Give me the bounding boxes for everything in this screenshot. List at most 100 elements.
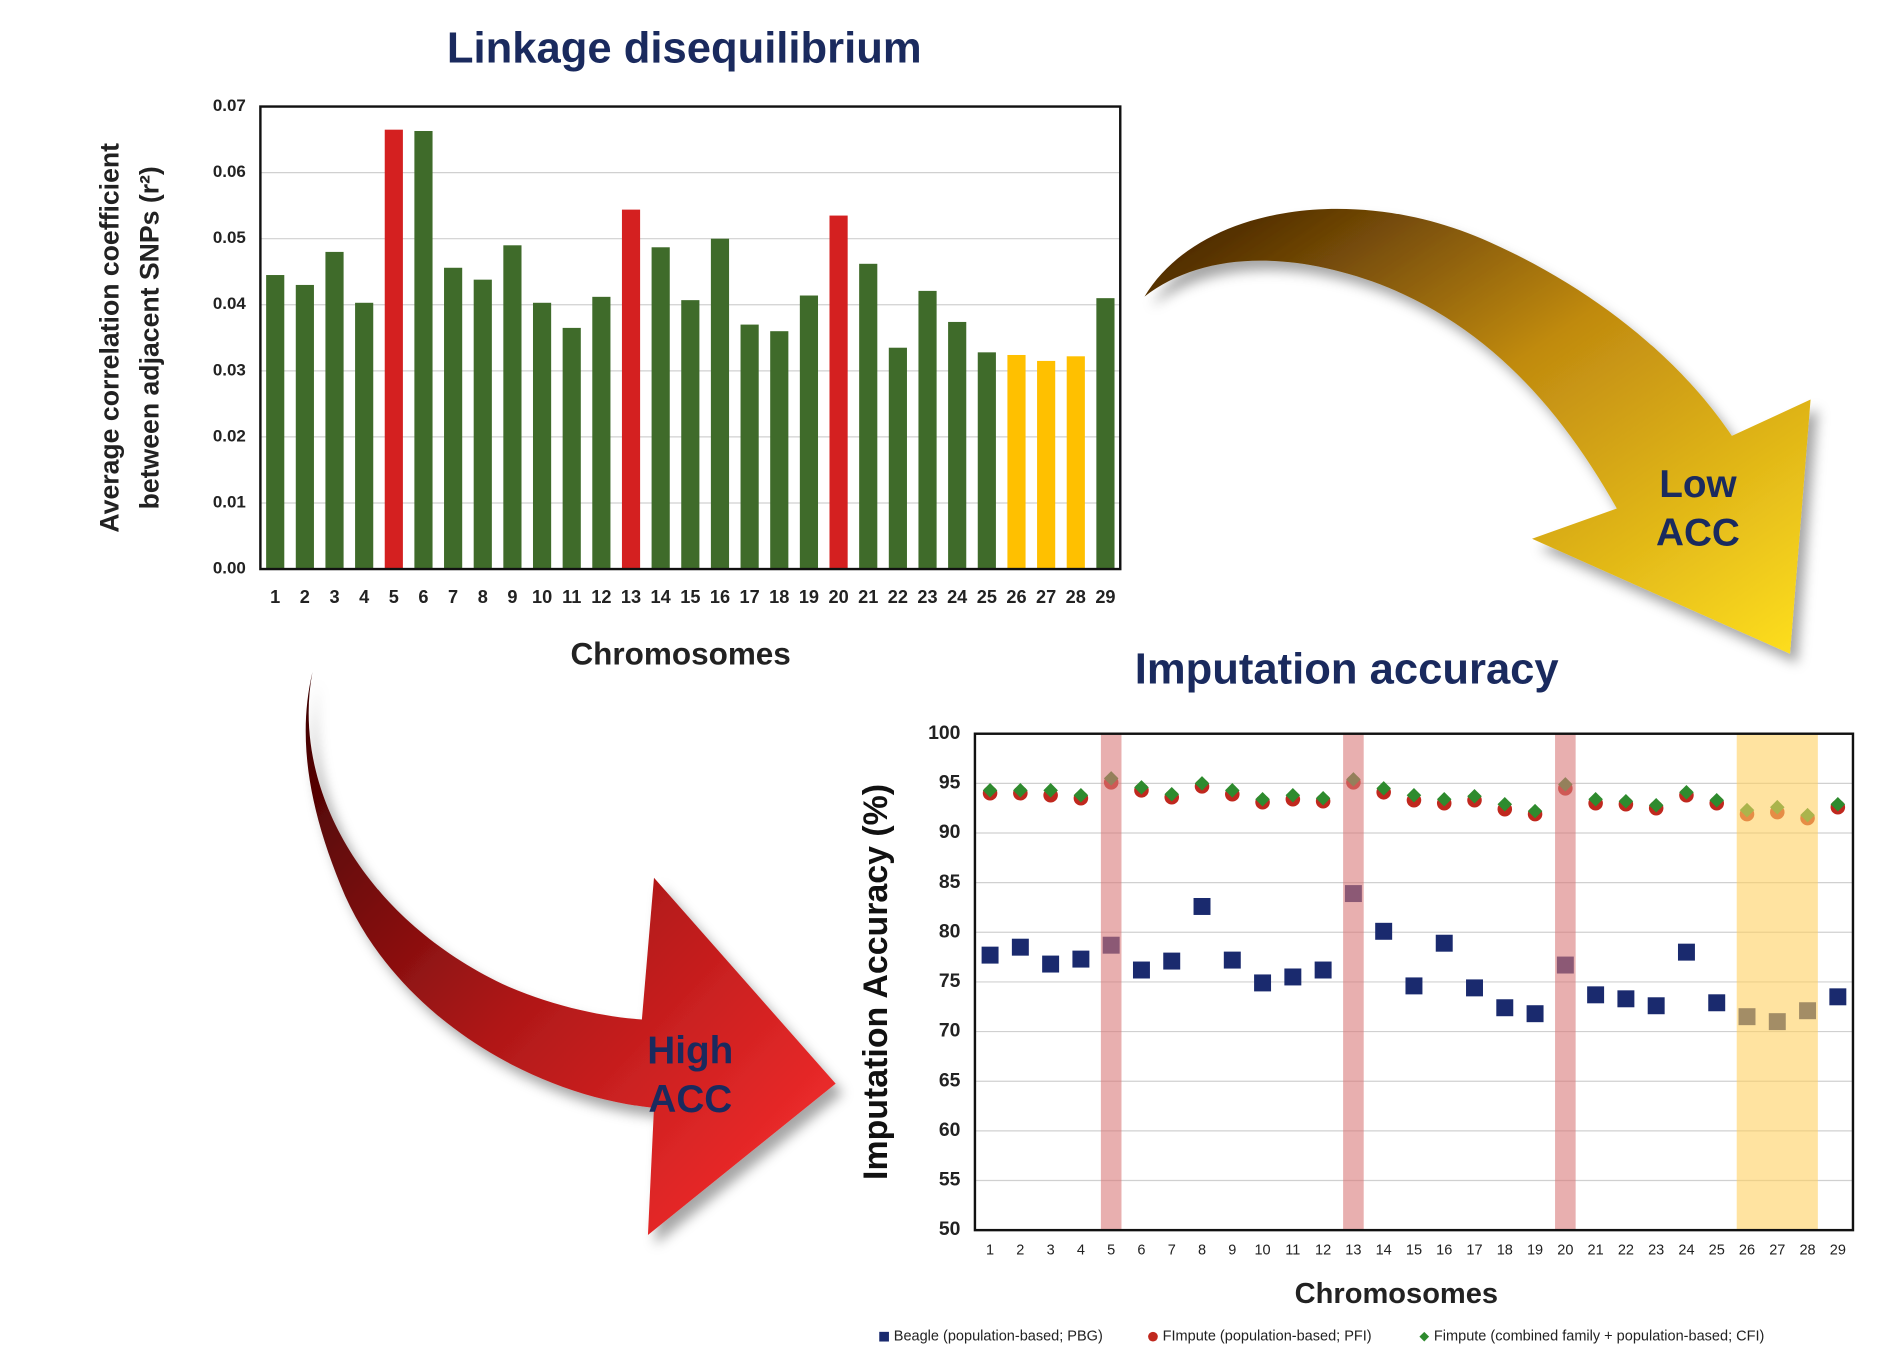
y-axis-label: between adjacent SNPs (r²) xyxy=(134,166,164,509)
x-tick-label: 29 xyxy=(1830,1243,1846,1259)
annotation: High xyxy=(647,1030,733,1073)
x-tick-label: 20 xyxy=(1557,1243,1573,1259)
marker-square xyxy=(1314,961,1332,979)
marker-diamond xyxy=(1164,787,1180,802)
x-tick-label: 26 xyxy=(1739,1243,1755,1259)
marker-square xyxy=(1708,994,1726,1012)
y-tick-label: 0.07 xyxy=(213,96,246,115)
bar xyxy=(562,327,581,570)
x-tick-label: 4 xyxy=(359,587,369,607)
x-tick-label: 13 xyxy=(1345,1243,1361,1259)
marker-diamond xyxy=(1709,792,1724,808)
bar xyxy=(621,209,641,570)
x-tick-label: 5 xyxy=(1107,1243,1115,1259)
marker-square xyxy=(1042,955,1060,973)
x-tick-label: 21 xyxy=(1588,1243,1604,1259)
x-tick-label: 13 xyxy=(621,587,641,607)
x-tick-label: 18 xyxy=(1497,1243,1513,1259)
bar xyxy=(444,267,463,570)
x-tick-label: 17 xyxy=(740,587,760,607)
bar xyxy=(829,215,848,570)
x-tick-label: 27 xyxy=(1769,1243,1785,1259)
marker-square xyxy=(981,946,999,964)
bar xyxy=(948,321,967,570)
y-tick-label: 0.01 xyxy=(213,492,246,511)
y-tick-label: 50 xyxy=(939,1218,961,1240)
y-tick-label: 60 xyxy=(939,1119,961,1141)
bar xyxy=(384,129,403,570)
x-tick-label: 9 xyxy=(507,587,517,607)
bar xyxy=(888,347,907,570)
bar xyxy=(532,302,552,570)
x-tick-label: 3 xyxy=(1047,1243,1055,1259)
y-tick-label: 70 xyxy=(939,1020,961,1042)
chart-title: Imputation accuracy xyxy=(1135,645,1559,693)
x-tick-label: 8 xyxy=(478,587,488,607)
bar xyxy=(651,247,670,570)
x-tick-label: 8 xyxy=(1198,1243,1206,1259)
y-tick-label: 0.05 xyxy=(213,228,246,247)
x-tick-label: 19 xyxy=(1527,1243,1543,1259)
marker-square xyxy=(1647,997,1665,1015)
y-tick-label: 0.02 xyxy=(213,426,246,445)
x-tick-label: 1 xyxy=(270,587,280,607)
legend-marker xyxy=(879,1331,889,1342)
low-acc-arrow xyxy=(1144,208,1811,654)
plot-frame xyxy=(973,732,1855,1232)
x-tick-label: 4 xyxy=(1077,1243,1085,1259)
annotation: Low xyxy=(1659,463,1737,506)
x-tick-label: 3 xyxy=(329,587,339,607)
y-tick-label: 0.04 xyxy=(213,294,247,313)
plot-frame xyxy=(259,105,1122,571)
x-tick-label: 28 xyxy=(1799,1243,1815,1259)
annotation: ACC xyxy=(648,1078,732,1121)
x-tick-label: 10 xyxy=(532,587,552,607)
bar xyxy=(1066,356,1085,570)
annotation: ACC xyxy=(1656,511,1740,554)
x-tick-label: 9 xyxy=(1228,1243,1236,1259)
x-tick-label: 18 xyxy=(769,587,789,607)
x-tick-label: 2 xyxy=(1016,1243,1024,1259)
x-tick-label: 22 xyxy=(888,587,908,607)
marker-square xyxy=(1284,968,1302,986)
x-tick-label: 15 xyxy=(680,587,700,607)
x-tick-label: 11 xyxy=(1285,1243,1300,1259)
x-tick-label: 16 xyxy=(710,587,730,607)
y-axis-label: Average correlation coefficient xyxy=(94,143,124,533)
x-tick-label: 24 xyxy=(1678,1243,1694,1259)
x-tick-label: 22 xyxy=(1618,1243,1634,1259)
x-tick-label: 19 xyxy=(799,587,819,607)
y-tick-label: 85 xyxy=(939,871,961,893)
bar xyxy=(503,245,522,570)
x-tick-label: 28 xyxy=(1066,587,1086,607)
legend-label: FImpute (population-based; PFI) xyxy=(1163,1329,1372,1345)
x-tick-label: 6 xyxy=(418,587,428,607)
marker-square xyxy=(1617,990,1635,1008)
marker-diamond xyxy=(1679,785,1694,800)
x-tick-label: 27 xyxy=(1036,587,1056,607)
legend-marker xyxy=(1419,1331,1430,1342)
marker-square xyxy=(1375,922,1393,940)
x-tick-label: 2 xyxy=(300,587,310,607)
y-tick-label: 0.06 xyxy=(213,162,246,181)
legend-marker xyxy=(1148,1331,1158,1342)
marker-diamond xyxy=(1285,788,1301,803)
marker-square xyxy=(1677,943,1695,961)
legend-label: Beagle (population-based; PBG) xyxy=(894,1329,1103,1345)
highlight-band xyxy=(1100,733,1122,1231)
bar xyxy=(681,300,700,570)
x-tick-label: 25 xyxy=(1709,1243,1725,1259)
marker-square xyxy=(1072,950,1090,968)
bar xyxy=(592,296,611,570)
marker-square xyxy=(1132,961,1150,979)
y-tick-label: 0.03 xyxy=(213,360,246,379)
bar xyxy=(266,275,285,570)
x-tick-label: 5 xyxy=(389,587,399,607)
marker-diamond xyxy=(1315,790,1331,806)
bar xyxy=(740,324,759,570)
bar xyxy=(414,130,433,570)
bar xyxy=(473,279,492,570)
marker-diamond xyxy=(1467,789,1482,804)
marker-square xyxy=(1011,938,1029,956)
